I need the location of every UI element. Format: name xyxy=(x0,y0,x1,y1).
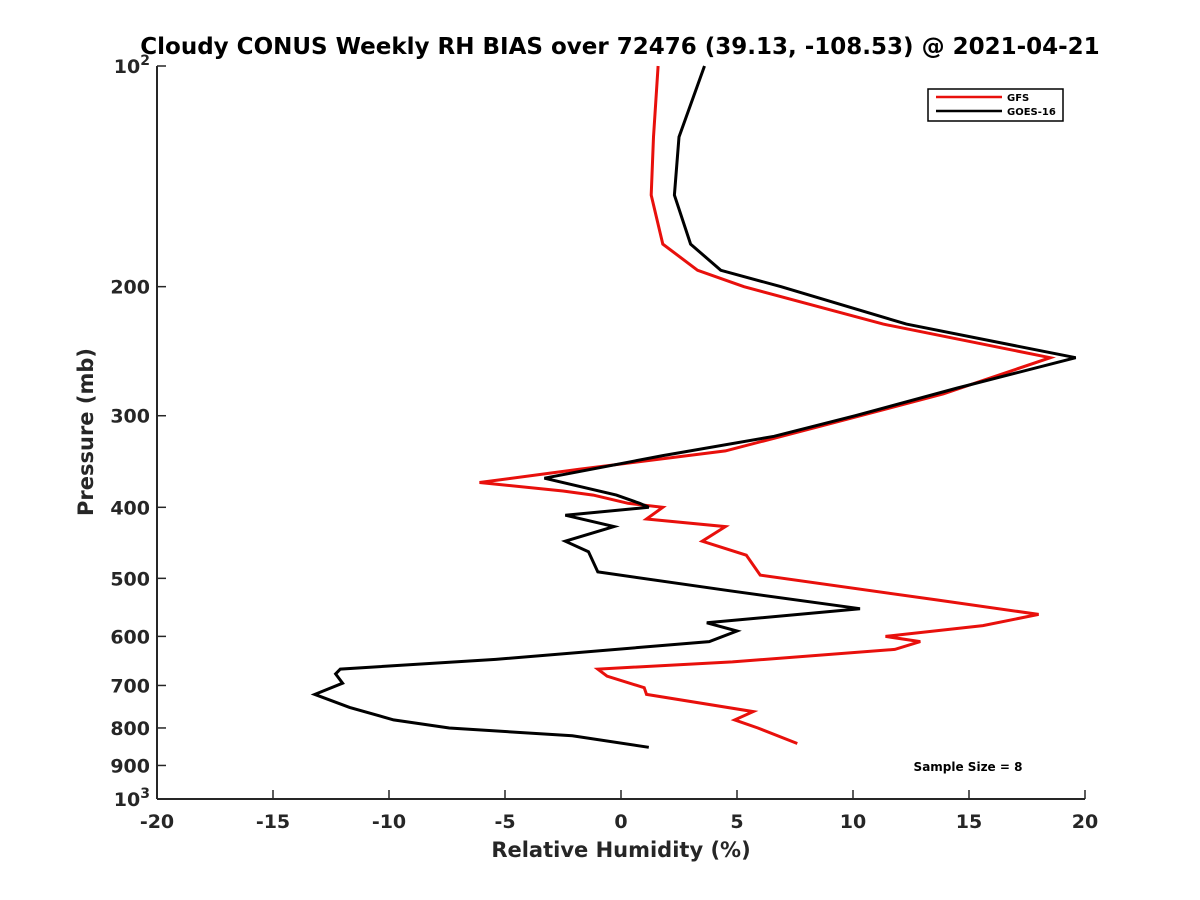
y-tick-label: 400 xyxy=(110,497,150,519)
legend-label-goes16: GOES-16 xyxy=(1007,107,1056,118)
y-ticks: 102 200 300 400 500 600 700 800 900 103 xyxy=(110,53,166,811)
series-line-goes16 xyxy=(310,65,1077,749)
x-tick-label: -10 xyxy=(372,811,406,833)
y-axis-label: Pressure (mb) xyxy=(74,348,98,516)
y-tick-label: 300 xyxy=(110,406,150,428)
legend-label-gfs: GFS xyxy=(1007,93,1029,104)
legend-box xyxy=(927,88,1064,122)
legend: GFS GOES-16 xyxy=(927,88,1064,122)
y-tick-label: 700 xyxy=(110,675,150,697)
x-ticks: -20 -15 -10 -5 0 5 10 15 20 xyxy=(140,790,1098,833)
x-tick-label: 5 xyxy=(730,811,743,833)
y-tick-label: 600 xyxy=(110,626,150,648)
chart-title: Cloudy CONUS Weekly RH BIAS over 72476 (… xyxy=(140,34,1099,60)
x-tick-label: 20 xyxy=(1072,811,1098,833)
x-tick-label: -20 xyxy=(140,811,174,833)
x-tick-label: 10 xyxy=(840,811,866,833)
x-axis-label: Relative Humidity (%) xyxy=(491,838,750,862)
y-tick-label: 800 xyxy=(110,718,150,740)
x-tick-label: -5 xyxy=(494,811,515,833)
x-tick-label: 15 xyxy=(956,811,982,833)
sample-size-annotation: Sample Size = 8 xyxy=(914,760,1023,774)
series-layer xyxy=(310,65,1077,749)
x-tick-label: -15 xyxy=(256,811,290,833)
series-line-gfs xyxy=(479,65,1056,745)
y-tick-label: 200 xyxy=(110,277,150,299)
x-tick-label: 0 xyxy=(614,811,627,833)
y-tick-label: 102 xyxy=(114,53,150,78)
y-tick-label: 103 xyxy=(114,786,150,811)
y-tick-label: 900 xyxy=(110,755,150,777)
y-tick-label: 500 xyxy=(110,568,150,590)
